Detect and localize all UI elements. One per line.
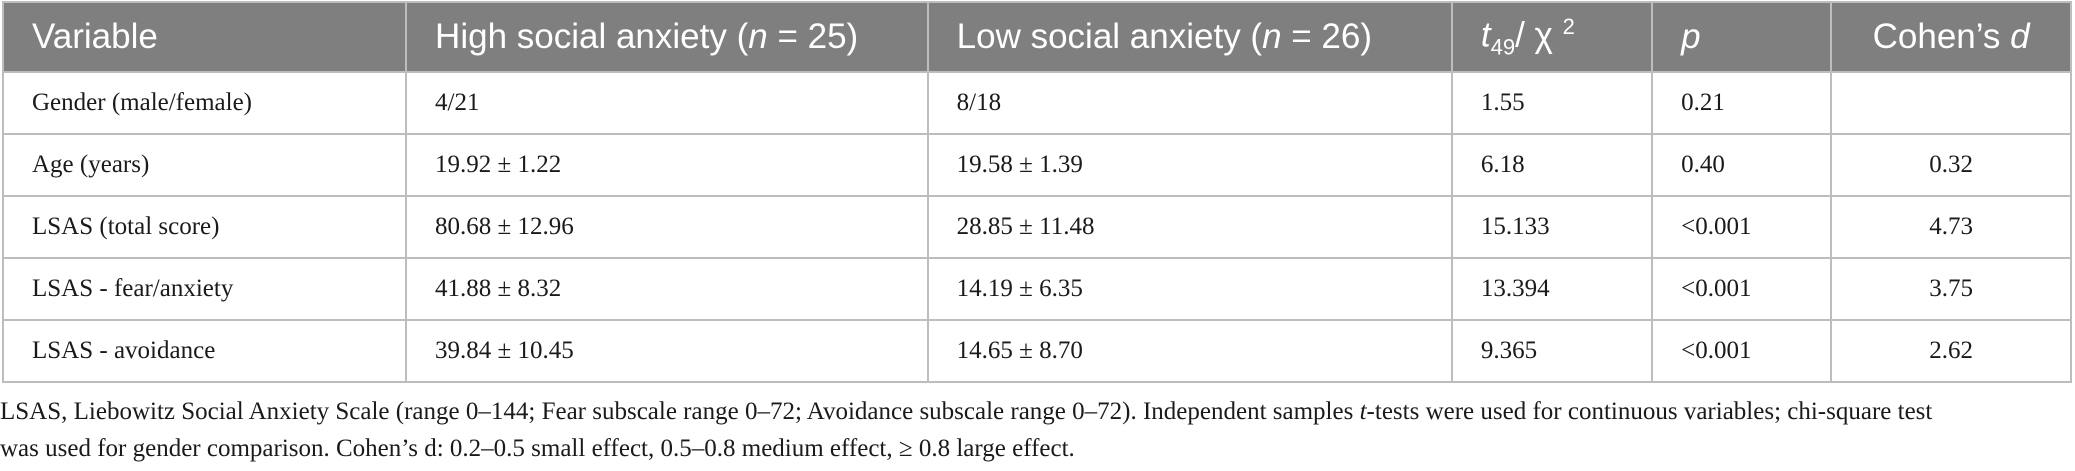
cell-cohens-d: 0.32 [1830,133,2072,197]
cell-high: 19.92 ± 1.22 [405,133,929,197]
table-row: LSAS - fear/anxiety 41.88 ± 8.32 14.19 ±… [1,257,2072,321]
cell-high: 41.88 ± 8.32 [405,257,929,321]
cell-cohens-d: 4.73 [1830,195,2072,259]
header-high-anxiety: High social anxiety (n = 25) [405,1,929,73]
cell-cohens-d [1830,71,2072,135]
cell-p: <0.001 [1651,195,1833,259]
cell-stat: 6.18 [1450,133,1654,197]
header-stat-sup: 2 [1562,13,1575,39]
header-variable-label: Variable [32,17,158,56]
results-table-container: Variable High social anxiety (n = 25) Lo… [1,1,2072,383]
table-row: LSAS - avoidance 39.84 ± 10.45 14.65 ± 8… [1,319,2072,383]
cell-high: 4/21 [405,71,929,135]
cell-low: 8/18 [926,71,1453,135]
cell-stat: 15.133 [1450,195,1654,259]
header-low-anxiety: Low social anxiety (n = 26) [926,1,1453,73]
cell-variable: LSAS - fear/anxiety [1,257,408,321]
cell-stat: 13.394 [1450,257,1654,321]
cell-p: <0.001 [1651,319,1833,383]
cell-variable: LSAS - avoidance [1,319,408,383]
cell-low: 28.85 ± 11.48 [926,195,1453,259]
cell-variable: LSAS (total score) [1,195,408,259]
header-variable: Variable [1,1,408,73]
table-body: Gender (male/female) 4/21 8/18 1.55 0.21… [1,71,2072,383]
cell-low: 14.65 ± 8.70 [926,319,1453,383]
header-stat-rest: / χ [1515,15,1563,55]
cell-variable: Age (years) [1,133,408,197]
header-cohens-d: Cohen’s d [1830,1,2072,73]
cell-stat: 1.55 [1450,71,1654,135]
cell-high: 80.68 ± 12.96 [405,195,929,259]
cell-high: 39.84 ± 10.45 [405,319,929,383]
table-row: LSAS (total score) 80.68 ± 12.96 28.85 ±… [1,195,2072,259]
table-footnote: LSAS, Liebowitz Social Anxiety Scale (ra… [0,393,2075,467]
header-low-suffix: = 26) [1281,17,1373,56]
results-table: Variable High social anxiety (n = 25) Lo… [1,1,2072,383]
header-stat-t: t [1480,15,1491,55]
cell-low: 19.58 ± 1.39 [926,133,1453,197]
table-row: Age (years) 19.92 ± 1.22 19.58 ± 1.39 6.… [1,133,2072,197]
table-row: Gender (male/female) 4/21 8/18 1.55 0.21 [1,71,2072,135]
header-low-n: n [1262,17,1282,56]
footnote-t-italic: t [1359,398,1367,425]
table-header-row: Variable High social anxiety (n = 25) Lo… [1,1,2072,73]
footnote-line-2: was used for gender comparison. Cohen’s … [0,435,1075,462]
header-cohens-prefix: Cohen’s [1872,17,2011,56]
header-stat-sub: 49 [1490,34,1516,60]
header-p-value: p [1651,1,1833,73]
header-p-label: p [1681,17,1701,56]
header-high-suffix: = 25) [767,17,859,56]
cell-variable: Gender (male/female) [1,71,408,135]
footnote-line-1: LSAS, Liebowitz Social Anxiety Scale (ra… [0,393,2075,430]
header-cohens-d-letter: d [2010,17,2030,56]
cell-p: 0.21 [1651,71,1833,135]
cell-p: <0.001 [1651,257,1833,321]
header-low-prefix: Low social anxiety ( [956,17,1263,56]
footnote-line-1a: LSAS, Liebowitz Social Anxiety Scale (ra… [0,398,1360,425]
cell-cohens-d: 2.62 [1830,319,2072,383]
cell-low: 14.19 ± 6.35 [926,257,1453,321]
cell-p: 0.40 [1651,133,1833,197]
footnote-line-1b: -tests were used for continuous variable… [1366,398,1933,425]
cell-stat: 9.365 [1450,319,1654,383]
header-high-prefix: High social anxiety ( [435,17,749,56]
header-test-statistic: t49/ χ 2 [1450,1,1654,73]
header-high-n: n [748,17,768,56]
cell-cohens-d: 3.75 [1830,257,2072,321]
